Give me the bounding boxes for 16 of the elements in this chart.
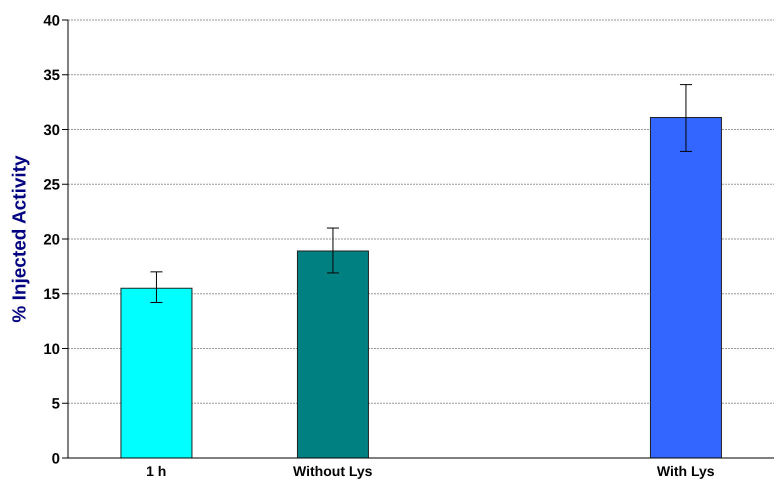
x-tick-label: With Lys xyxy=(656,462,715,479)
y-tick-label: 35 xyxy=(43,67,60,84)
y-tick-label: 25 xyxy=(43,176,60,194)
y-tick-label: 15 xyxy=(43,286,60,304)
y-tick-label: 0 xyxy=(52,450,60,468)
bar xyxy=(120,288,192,458)
y-tick-label: 10 xyxy=(43,340,60,358)
bar xyxy=(650,116,722,458)
y-axis-title: % Injected Activity xyxy=(10,154,31,323)
y-tick-label: 20 xyxy=(43,231,60,248)
y-tick-label: 40 xyxy=(43,12,60,30)
x-tick-label: Without Lys xyxy=(293,462,373,479)
y-tick-label: 5 xyxy=(52,396,60,413)
bar xyxy=(296,250,369,458)
x-tick-label: 1 h xyxy=(146,462,166,479)
y-tick-label: 30 xyxy=(43,122,60,139)
